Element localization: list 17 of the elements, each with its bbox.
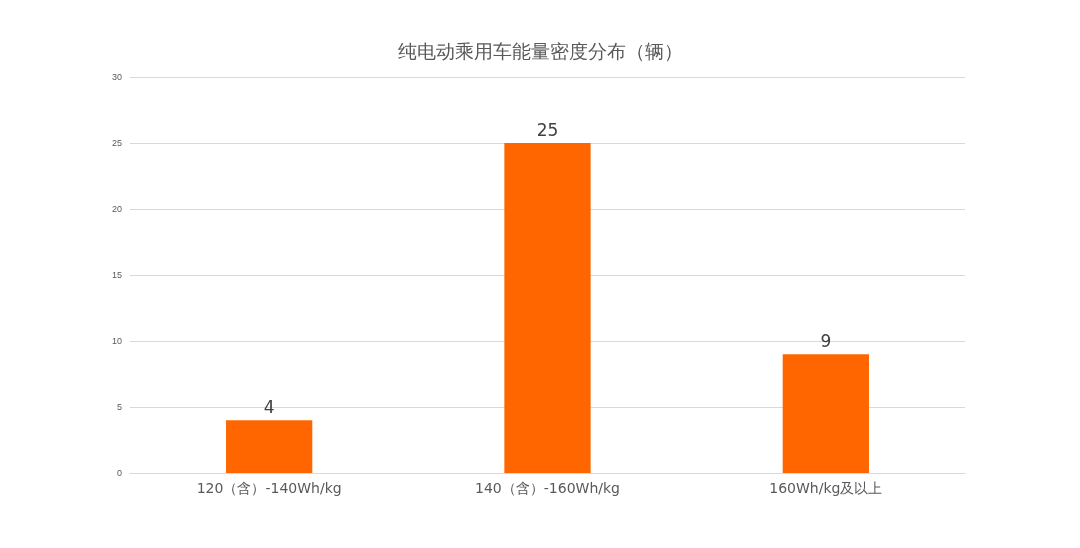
- bar: [226, 420, 313, 473]
- y-tick-label: 30: [111, 72, 122, 82]
- x-tick-label: 120（含）-140Wh/kg: [196, 480, 342, 496]
- y-tick-label: 10: [111, 336, 122, 346]
- bar: [504, 143, 591, 473]
- y-tick-label: 5: [116, 402, 122, 412]
- chart-title: 纯电动乘用车能量密度分布（辆）: [397, 39, 683, 62]
- y-tick-label: 20: [111, 204, 122, 214]
- y-tick-label: 0: [116, 468, 122, 478]
- x-tick-label: 160Wh/kg及以上: [769, 480, 883, 496]
- data-label: 9: [820, 330, 832, 351]
- y-tick-label: 25: [111, 138, 122, 148]
- data-label: 4: [263, 396, 275, 417]
- bar: [782, 354, 869, 473]
- y-tick-label: 15: [111, 270, 122, 280]
- x-tick-label: 140（含）-160Wh/kg: [475, 480, 620, 496]
- data-label: 25: [536, 119, 559, 140]
